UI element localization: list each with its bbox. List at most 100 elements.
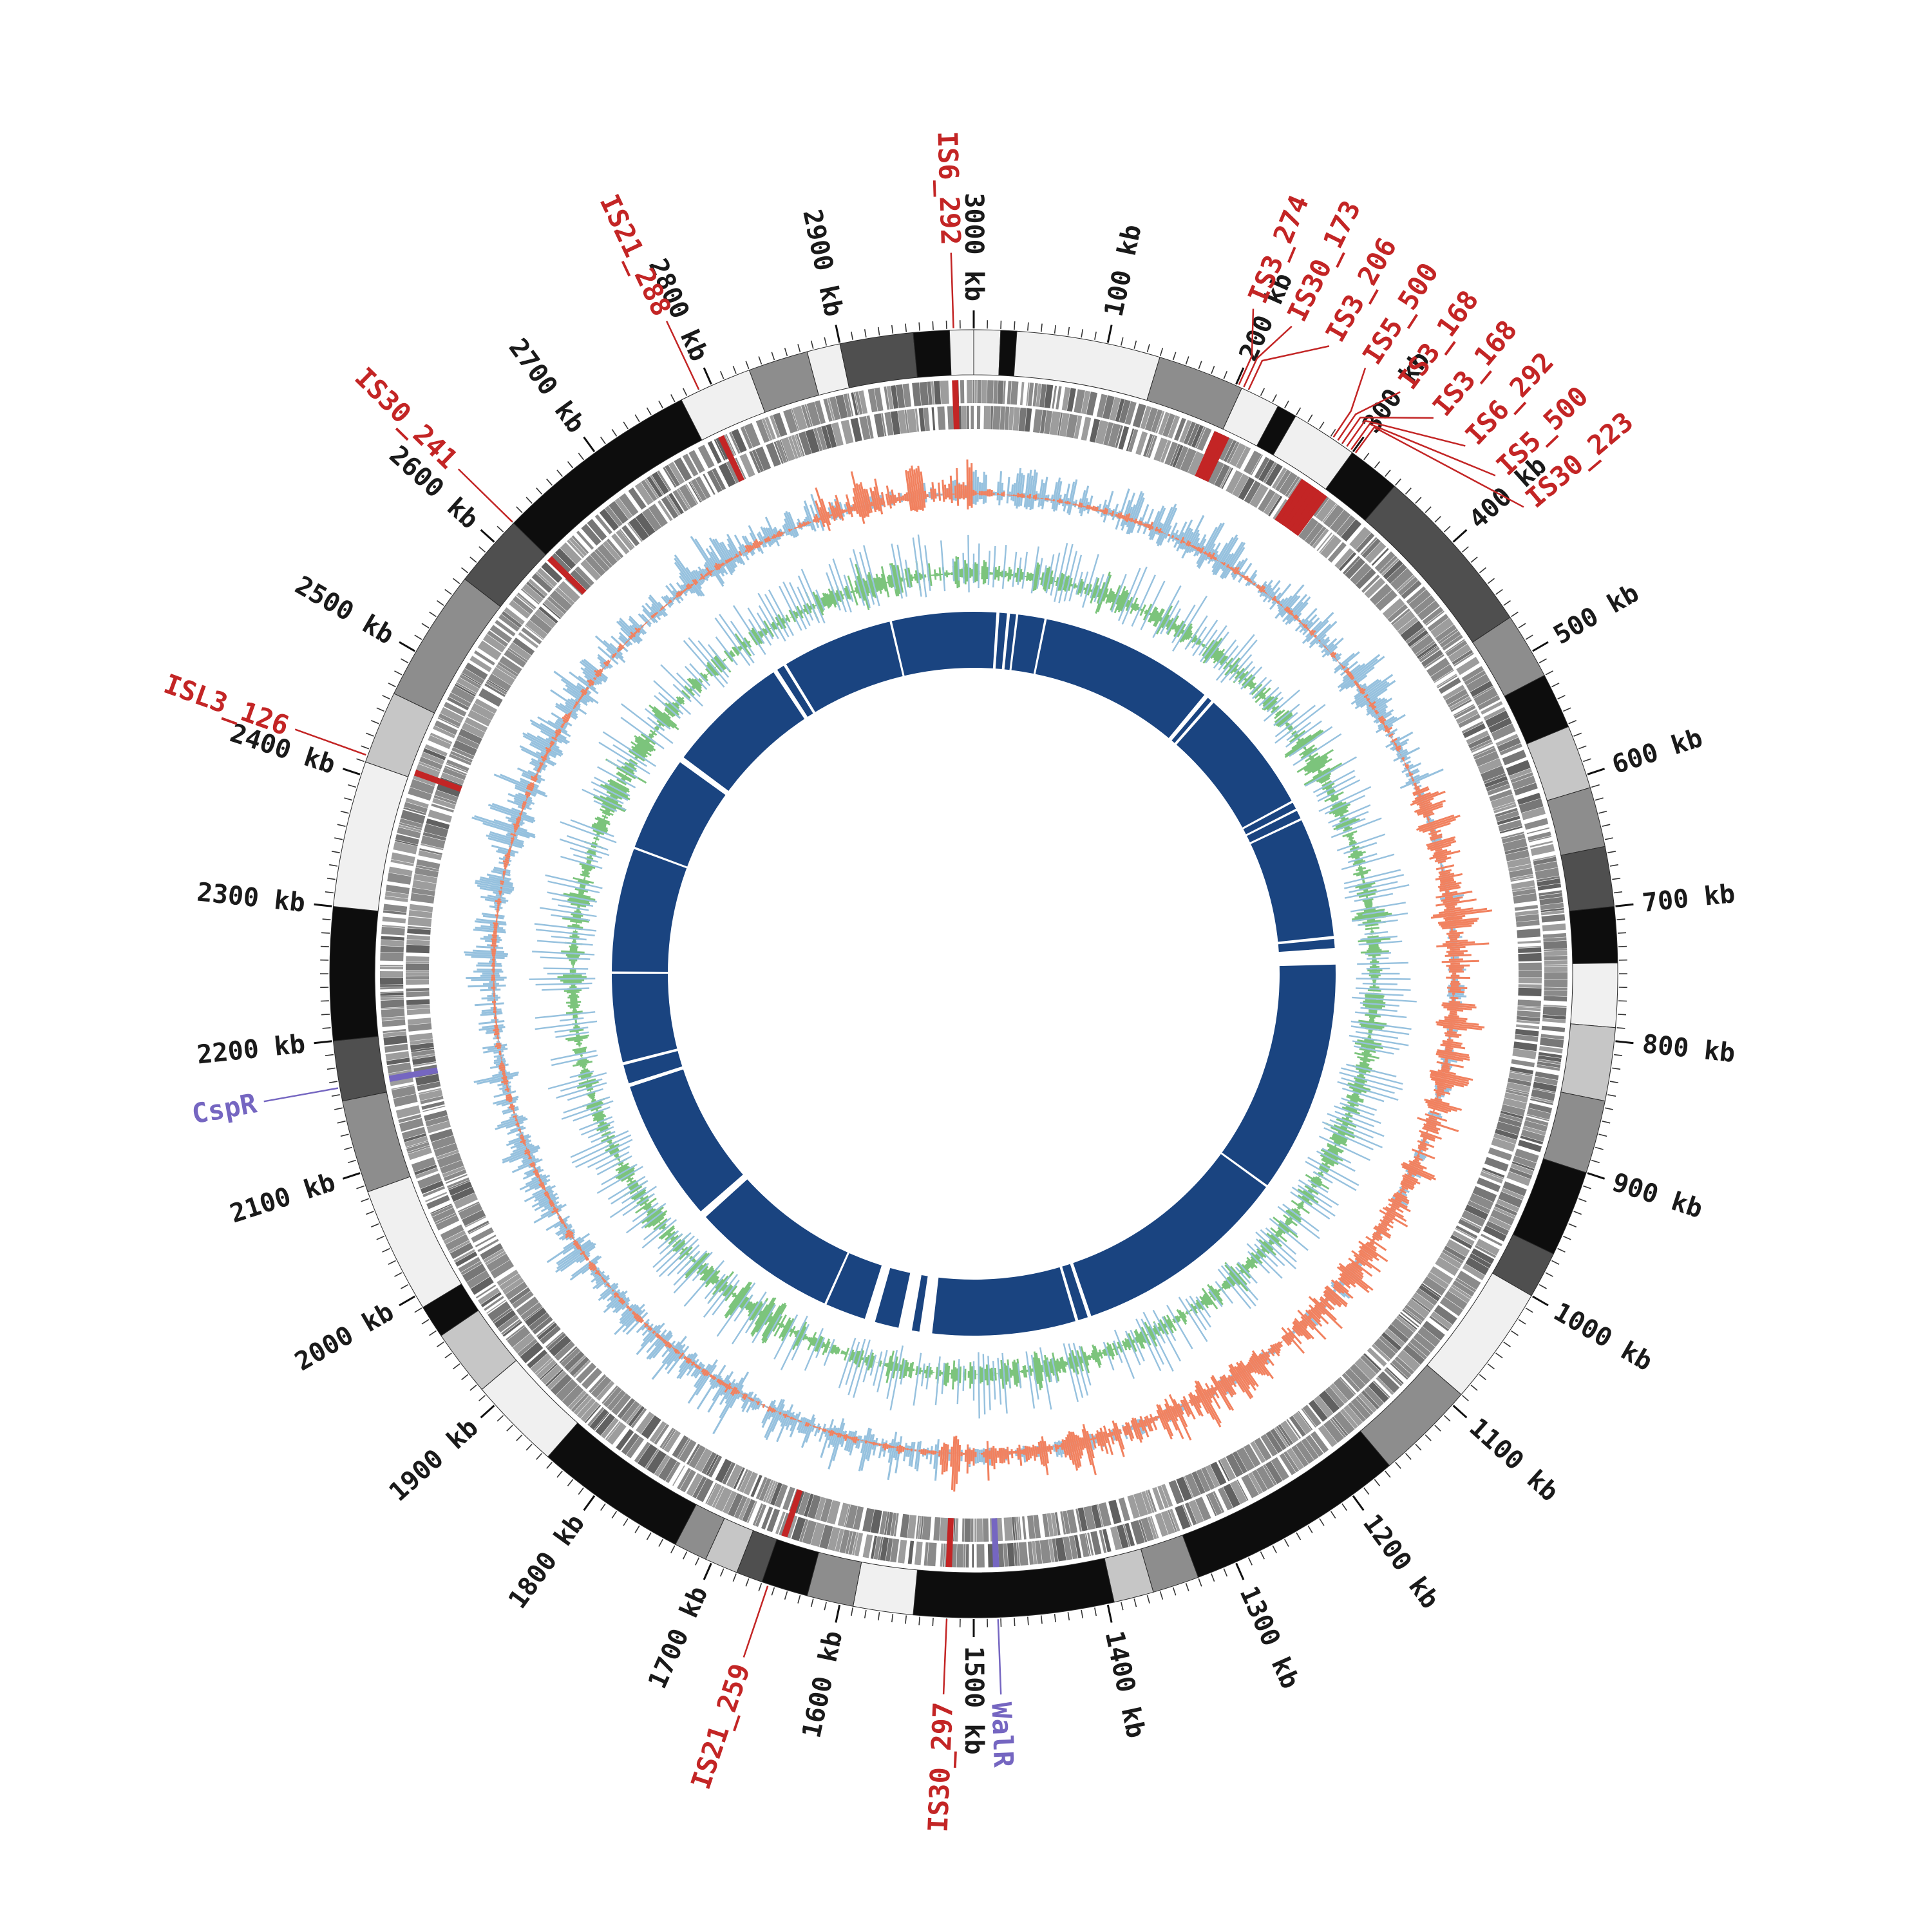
scale-label: 1100 kb (1463, 1413, 1564, 1508)
karyotype-segment (1569, 905, 1618, 964)
coverage-gap (1173, 699, 1215, 746)
annotation-leader-line (1247, 345, 1330, 390)
scale-label: 2500 kb (290, 571, 399, 650)
coverage-gap (632, 846, 688, 869)
annotation-leader-line (1346, 419, 1466, 447)
scale-label: 1400 kb (1099, 1628, 1151, 1740)
coverage-gap (864, 1264, 891, 1323)
scale-label: 2200 kb (196, 1029, 307, 1070)
scale-label: 1600 kb (797, 1628, 848, 1740)
annotation-mark (1282, 484, 1316, 528)
scale-label: 1700 kb (643, 1582, 714, 1693)
karyotype-segment (913, 330, 952, 378)
coverage-gap (992, 611, 1000, 670)
annotation-mark (1289, 490, 1323, 534)
annotation-label: IS21_259 (685, 1660, 756, 1793)
gc-skew-ring (464, 459, 1493, 1492)
karyotype-segment (1570, 962, 1618, 1028)
annotation-mark (1198, 433, 1225, 480)
coverage-gap (1276, 936, 1336, 945)
annotation-mark (945, 1518, 954, 1567)
annotation-label: IS30_297 (922, 1701, 959, 1833)
annotation-label: ISL3_126 (160, 668, 293, 742)
karyotype-segment (1560, 846, 1615, 912)
coverage-gap (679, 756, 730, 796)
karyotype-segment (1546, 787, 1605, 856)
scale-label: 1500 kb (959, 1646, 989, 1755)
annotation-mark (1274, 478, 1307, 523)
scale-label: 2300 kb (196, 877, 307, 918)
scale-label: 100 kb (1099, 222, 1148, 319)
gc-content-overlay-series (529, 535, 1417, 1419)
gc-content-ring (529, 535, 1417, 1419)
coverage-gap (782, 663, 816, 715)
coverage-gap (1277, 947, 1337, 967)
coverage-gap (1009, 612, 1019, 672)
annotation-mark (388, 1067, 439, 1082)
annotation-leader-line (1350, 422, 1496, 477)
annotation-leader-line (942, 1619, 948, 1695)
annotation-label: IS6_292 (931, 131, 967, 245)
coverage-gap (898, 1271, 922, 1332)
annotation-mark (413, 770, 462, 792)
karyotype-segment (913, 1558, 1115, 1618)
annotation-mark (1278, 481, 1311, 526)
coverage-gap (699, 1173, 748, 1218)
coverage-gap (1033, 617, 1047, 676)
annotation-mark (547, 556, 587, 595)
annotation-leader-line (1238, 308, 1255, 385)
annotation-leader-line (1243, 325, 1293, 388)
coverage-gap (627, 1066, 685, 1088)
annotation-leader-line (263, 1087, 339, 1103)
scale-label: 2900 kb (797, 207, 848, 319)
annotation-label: CspR (189, 1087, 260, 1130)
scale-label: 600 kb (1609, 723, 1707, 780)
coverage-gap (1168, 694, 1209, 742)
annotation-label: IS21_288 (594, 189, 677, 321)
coverage-gap (1001, 612, 1010, 671)
karyotype-segment (329, 905, 379, 1042)
scale-label: 3000 kb (959, 193, 989, 301)
minor-ticks (320, 320, 1627, 1627)
annotation-mark (952, 380, 960, 430)
scale-label: 2700 kb (503, 333, 591, 438)
scale-label: 1200 kb (1357, 1509, 1444, 1614)
scale-label: 700 kb (1641, 879, 1737, 918)
annotation-leader-line (457, 468, 513, 523)
coverage-gap (610, 971, 669, 974)
coverage-gap (1249, 817, 1303, 845)
scale-ticks (314, 310, 1634, 1637)
annotation-leader-line (743, 1586, 769, 1658)
scale-label: 500 kb (1549, 578, 1644, 650)
coverage-gap (1245, 808, 1298, 837)
coverage-gap (824, 1251, 850, 1306)
scale-label: 900 kb (1609, 1168, 1707, 1224)
annotation-mark (1286, 487, 1320, 531)
scale-label: 2100 kb (227, 1168, 339, 1229)
coverage-gap (772, 668, 809, 720)
annotation-leader-line (1337, 391, 1401, 441)
coverage-ring (610, 611, 1337, 1336)
karyotype-segment (332, 1036, 387, 1102)
gc-skew-positive-series (490, 459, 1493, 1492)
gc-content-series (556, 556, 1392, 1390)
annotation-leader-line (1332, 368, 1367, 438)
scale-label: 2000 kb (290, 1297, 399, 1377)
annotation-mark (781, 1489, 803, 1538)
karyotype-segment (853, 1561, 918, 1616)
scale-label: 1800 kb (503, 1509, 591, 1614)
scale-label: 800 kb (1641, 1029, 1737, 1068)
karyotype-segment (949, 329, 974, 376)
annotation-leader-line (1341, 416, 1434, 444)
coverage-band (612, 612, 1336, 1336)
coverage-gap (889, 620, 905, 677)
coverage-gap (1059, 1265, 1079, 1323)
annotation-leader-line (1354, 426, 1524, 508)
coverage-gap (919, 1274, 939, 1335)
coverage-gap (1220, 1151, 1269, 1188)
karyotype-ring (329, 329, 1618, 1618)
major-ticks (314, 310, 1634, 1637)
coverage-gap (1241, 800, 1294, 830)
